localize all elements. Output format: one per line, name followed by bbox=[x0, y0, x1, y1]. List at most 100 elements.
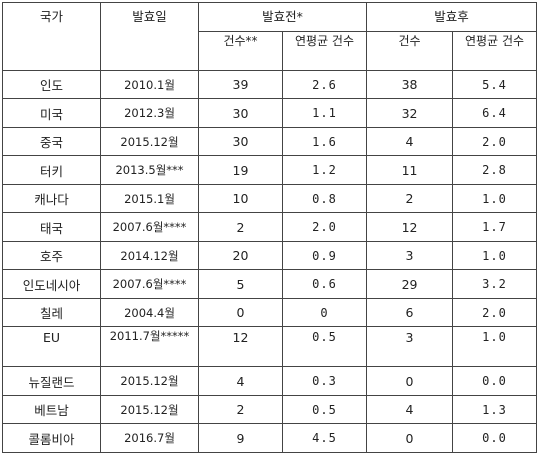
avg-after-cell: 3.2 bbox=[452, 269, 538, 299]
count-after-cell: 29 bbox=[366, 269, 454, 299]
effective-date-cell: 2012.3월 bbox=[100, 98, 199, 128]
table-row: 태국 2007.6월**** 2 2.0 12 1.7 bbox=[2, 212, 538, 242]
header-avg-before: 연평균 건수 bbox=[281, 31, 368, 71]
header-country: 국가 bbox=[2, 2, 101, 71]
avg-before-cell: 0 bbox=[281, 297, 368, 328]
avg-after-cell: 1.7 bbox=[452, 212, 538, 242]
avg-before-cell: 0.5 bbox=[281, 394, 368, 425]
avg-before-cell: 0.8 bbox=[281, 183, 368, 214]
avg-after-cell: 0.0 bbox=[452, 423, 538, 453]
header-effective-date: 발효일 bbox=[100, 2, 199, 71]
effective-date-cell: 2007.6월**** bbox=[100, 269, 199, 299]
statistics-table: 국가 발효일 발효전* 발효후 건수** 연평균 건수 건수 연평균 건수 인도… bbox=[2, 2, 538, 453]
country-cell: 터키 bbox=[2, 155, 101, 185]
effective-date-cell: 2007.6월**** bbox=[100, 212, 199, 242]
table-row: 인도네시아 2007.6월**** 5 0.6 29 3.2 bbox=[2, 269, 538, 299]
count-after-cell: 38 bbox=[366, 69, 454, 100]
avg-before-cell: 0.6 bbox=[281, 269, 368, 299]
country-cell: 호주 bbox=[2, 240, 101, 271]
country-cell: 미국 bbox=[2, 98, 101, 128]
avg-after-cell: 1.0 bbox=[452, 240, 538, 271]
avg-before-cell: 4.5 bbox=[281, 423, 368, 453]
avg-before-cell: 2.0 bbox=[281, 212, 368, 242]
count-before-cell: 5 bbox=[198, 269, 283, 299]
count-after-cell: 0 bbox=[366, 366, 454, 396]
effective-date-cell: 2014.12월 bbox=[100, 240, 199, 271]
count-after-cell: 3 bbox=[366, 326, 454, 368]
country-cell: 칠레 bbox=[2, 297, 101, 328]
table-row: 중국 2015.12월 30 1.6 4 2.0 bbox=[2, 126, 538, 157]
avg-before-cell: 2.6 bbox=[281, 69, 368, 100]
count-before-cell: 0 bbox=[198, 297, 283, 328]
count-before-cell: 2 bbox=[198, 394, 283, 425]
avg-after-cell: 2.0 bbox=[452, 297, 538, 328]
count-after-cell: 0 bbox=[366, 423, 454, 453]
effective-date-cell: 2015.12월 bbox=[100, 126, 199, 157]
avg-before-cell: 0.5 bbox=[281, 326, 368, 368]
avg-before-cell: 0.9 bbox=[281, 240, 368, 271]
effective-date-cell: 2011.7월***** bbox=[100, 326, 199, 368]
avg-after-cell: 2.0 bbox=[452, 126, 538, 157]
avg-before-cell: 1.6 bbox=[281, 126, 368, 157]
header-count-after: 건수 bbox=[366, 31, 454, 71]
count-before-cell: 30 bbox=[198, 98, 283, 128]
avg-before-cell: 0.3 bbox=[281, 366, 368, 396]
country-cell: 태국 bbox=[2, 212, 101, 242]
count-before-cell: 20 bbox=[198, 240, 283, 271]
country-cell: 콜롬비아 bbox=[2, 423, 101, 453]
effective-date-cell: 2013.5월*** bbox=[100, 155, 199, 185]
table-row: 베트남 2015.12월 2 0.5 4 1.3 bbox=[2, 394, 538, 425]
count-after-cell: 11 bbox=[366, 155, 454, 185]
count-after-cell: 6 bbox=[366, 297, 454, 328]
table-row: 캐나다 2015.1월 10 0.8 2 1.0 bbox=[2, 183, 538, 214]
count-after-cell: 3 bbox=[366, 240, 454, 271]
header-count-before: 건수** bbox=[198, 31, 283, 71]
avg-before-cell: 1.1 bbox=[281, 98, 368, 128]
table-body: 인도 2010.1월 39 2.6 38 5.4 미국 2012.3월 30 1.1 32 6.4 중국… bbox=[2, 69, 538, 453]
country-cell: 캐나다 bbox=[2, 183, 101, 214]
country-cell: 뉴질랜드 bbox=[2, 366, 101, 396]
avg-after-cell: 1.0 bbox=[452, 326, 538, 368]
count-after-cell: 2 bbox=[366, 183, 454, 214]
avg-before-cell: 1.2 bbox=[281, 155, 368, 185]
country-cell: 인도네시아 bbox=[2, 269, 101, 299]
effective-date-cell: 2004.4월 bbox=[100, 297, 199, 328]
count-before-cell: 30 bbox=[198, 126, 283, 157]
effective-date-cell: 2015.1월 bbox=[100, 183, 199, 214]
avg-after-cell: 2.8 bbox=[452, 155, 538, 185]
avg-after-cell: 1.3 bbox=[452, 394, 538, 425]
header-after-group: 발효후 bbox=[366, 2, 538, 32]
effective-date-cell: 2015.12월 bbox=[100, 366, 199, 396]
count-after-cell: 4 bbox=[366, 394, 454, 425]
count-before-cell: 4 bbox=[198, 366, 283, 396]
effective-date-cell: 2010.1월 bbox=[100, 69, 199, 100]
table-row: 터키 2013.5월*** 19 1.2 11 2.8 bbox=[2, 155, 538, 185]
avg-after-cell: 0.0 bbox=[452, 366, 538, 396]
effective-date-cell: 2015.12월 bbox=[100, 394, 199, 425]
country-cell: EU bbox=[2, 326, 101, 368]
table-row: 인도 2010.1월 39 2.6 38 5.4 bbox=[2, 69, 538, 100]
count-after-cell: 32 bbox=[366, 98, 454, 128]
table-row: 미국 2012.3월 30 1.1 32 6.4 bbox=[2, 98, 538, 128]
count-after-cell: 4 bbox=[366, 126, 454, 157]
avg-after-cell: 5.4 bbox=[452, 69, 538, 100]
count-before-cell: 19 bbox=[198, 155, 283, 185]
count-before-cell: 9 bbox=[198, 423, 283, 453]
country-cell: 인도 bbox=[2, 69, 101, 100]
avg-after-cell: 1.0 bbox=[452, 183, 538, 214]
count-after-cell: 12 bbox=[366, 212, 454, 242]
country-cell: 중국 bbox=[2, 126, 101, 157]
table-row: 콜롬비아 2016.7월 9 4.5 0 0.0 bbox=[2, 423, 538, 453]
table-row: 뉴질랜드 2015.12월 4 0.3 0 0.0 bbox=[2, 366, 538, 396]
effective-date-cell: 2016.7월 bbox=[100, 423, 199, 453]
count-before-cell: 10 bbox=[198, 183, 283, 214]
header-before-group: 발효전* bbox=[197, 2, 368, 32]
table-row: EU 2011.7월***** 12 0.5 3 1.0 bbox=[2, 326, 538, 368]
table-row: 칠레 2004.4월 0 0 6 2.0 bbox=[2, 297, 538, 328]
header-avg-after: 연평균 건수 bbox=[452, 31, 538, 71]
table-row: 호주 2014.12월 20 0.9 3 1.0 bbox=[2, 240, 538, 271]
count-before-cell: 39 bbox=[198, 69, 283, 100]
avg-after-cell: 6.4 bbox=[452, 98, 538, 128]
count-before-cell: 12 bbox=[198, 326, 283, 368]
count-before-cell: 2 bbox=[198, 212, 283, 242]
